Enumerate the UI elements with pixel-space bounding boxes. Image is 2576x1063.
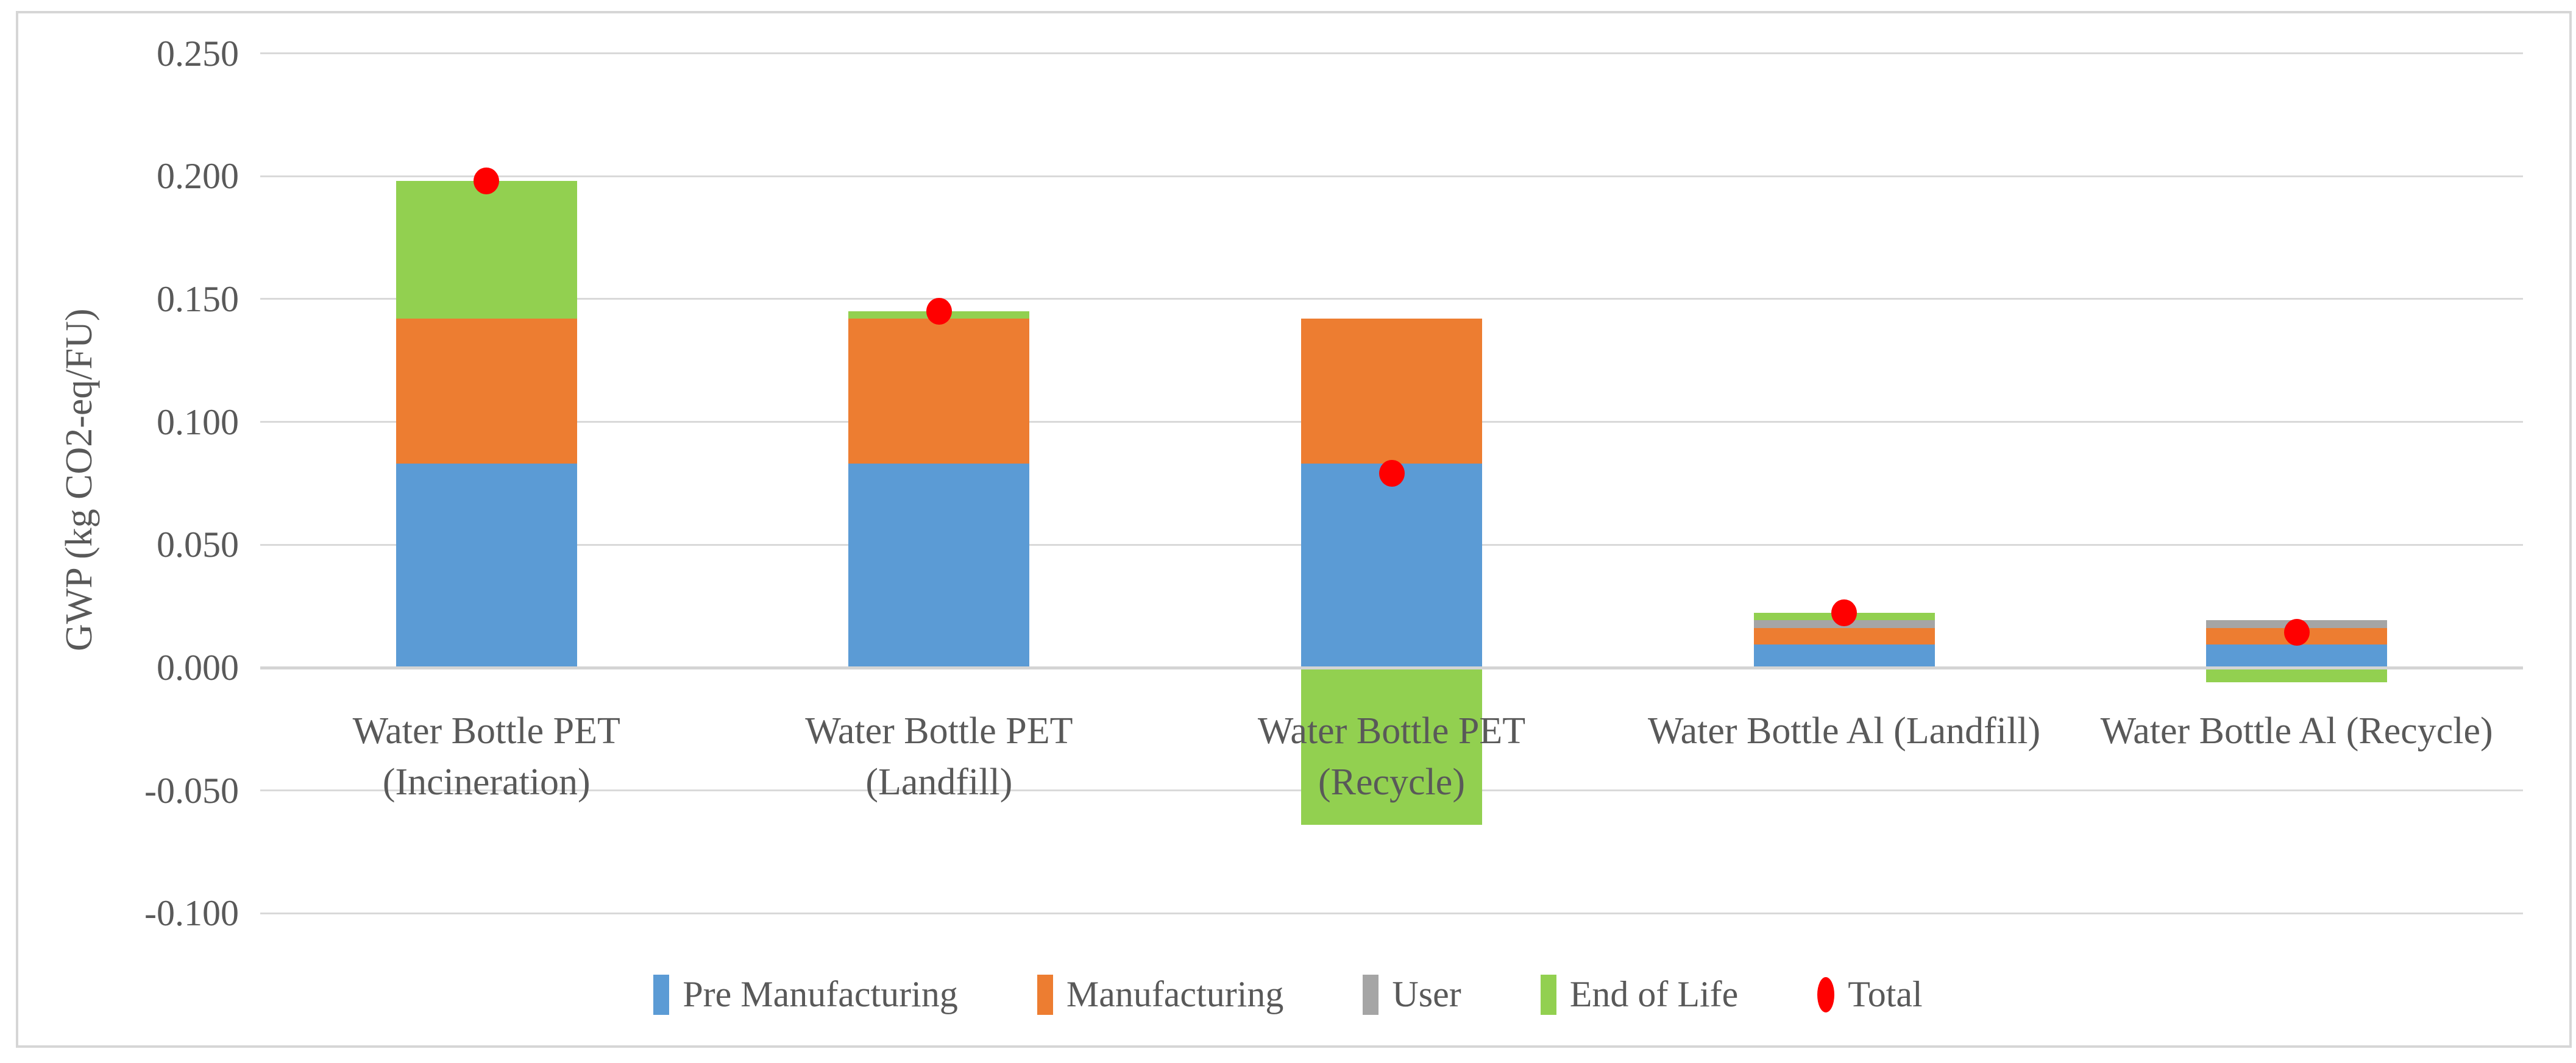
bar-segment-end-of-life [396, 181, 577, 319]
y-tick-label: 0.250 [157, 33, 239, 74]
total-point [1831, 599, 1857, 627]
y-gridline [260, 175, 2523, 177]
legend-swatch-icon [1363, 974, 1379, 1015]
x-category-label-line: (Recycle) [1318, 761, 1465, 803]
legend-swatch-icon [1540, 974, 1556, 1015]
y-tick-label: -0.050 [144, 770, 239, 811]
bar-segment-pre-manufacturing [848, 464, 1030, 668]
bar-segment-manufacturing [848, 319, 1030, 464]
x-category-label-line: Water Bottle PET [805, 710, 1073, 752]
total-point [926, 298, 952, 325]
total-point [2283, 618, 2310, 646]
y-tick-label: 0.050 [157, 524, 239, 565]
x-category-label: Water Bottle PET (Landfill) [653, 705, 1226, 808]
legend-label: Pre Manufacturing [683, 974, 958, 1014]
legend-item-pre-manufacturing: Pre Manufacturing [653, 973, 958, 1015]
y-gridline [260, 298, 2523, 300]
y-gridline [260, 912, 2523, 914]
bar-segment-pre-manufacturing [396, 464, 577, 668]
total-point [1378, 460, 1405, 487]
legend-label: Total [1848, 974, 1923, 1014]
y-tick-label: 0.150 [157, 278, 239, 319]
x-category-label-line: Water Bottle PET [1257, 710, 1526, 752]
bar-segment-manufacturing [396, 319, 577, 464]
legend-label: Manufacturing [1066, 974, 1284, 1014]
bar-segment-pre-manufacturing [2206, 644, 2388, 668]
bar-segment-manufacturing [1753, 628, 1935, 645]
total-marker-icon [1817, 976, 1835, 1012]
x-category-label-line: Water Bottle PET [352, 710, 620, 752]
y-tick-label: 0.000 [157, 648, 239, 688]
legend-item-end-of-life: End of Life [1540, 973, 1739, 1015]
x-category-label: Water Bottle PET (Incineration) [200, 705, 773, 808]
bar-segment-end-of-life [1301, 668, 1482, 825]
y-tick-label: 0.200 [157, 156, 239, 197]
x-category-label-line: (Landfill) [865, 761, 1013, 803]
legend-label: User [1392, 974, 1461, 1014]
legend-label: End of Life [1569, 974, 1739, 1014]
x-category-label: Water Bottle PET (Recycle) [1105, 705, 1678, 808]
x-category-label: Water Bottle Al (Landfill) [1558, 705, 2131, 757]
legend-swatch-icon [653, 974, 670, 1015]
legend: Pre Manufacturing Manufacturing User End of… [0, 973, 2576, 1015]
bar-segment-pre-manufacturing [1753, 644, 1935, 668]
y-tick-label: 0.100 [157, 401, 239, 442]
x-axis-line [260, 666, 2523, 669]
x-category-label-line: Water Bottle Al (Recycle) [2100, 710, 2493, 752]
total-point [474, 168, 500, 195]
bar-segment-end-of-life [2206, 668, 2388, 683]
y-gridline [260, 52, 2523, 54]
bar-segment-manufacturing [1301, 319, 1482, 464]
y-axis-title: GWP (kg CO2-eq/FU) [59, 308, 100, 652]
bar-segment-pre-manufacturing [1301, 464, 1482, 668]
legend-item-manufacturing: Manufacturing [1037, 973, 1284, 1015]
legend-item-user: User [1363, 973, 1461, 1015]
x-category-label-line: Water Bottle Al (Landfill) [1648, 710, 2041, 752]
x-category-label: Water Bottle Al (Recycle) [2010, 705, 2576, 757]
legend-swatch-icon [1037, 974, 1053, 1015]
y-tick-label: -0.100 [144, 893, 239, 934]
legend-item-total: Total [1817, 973, 1923, 1015]
x-category-label-line: (Incineration) [382, 761, 591, 803]
